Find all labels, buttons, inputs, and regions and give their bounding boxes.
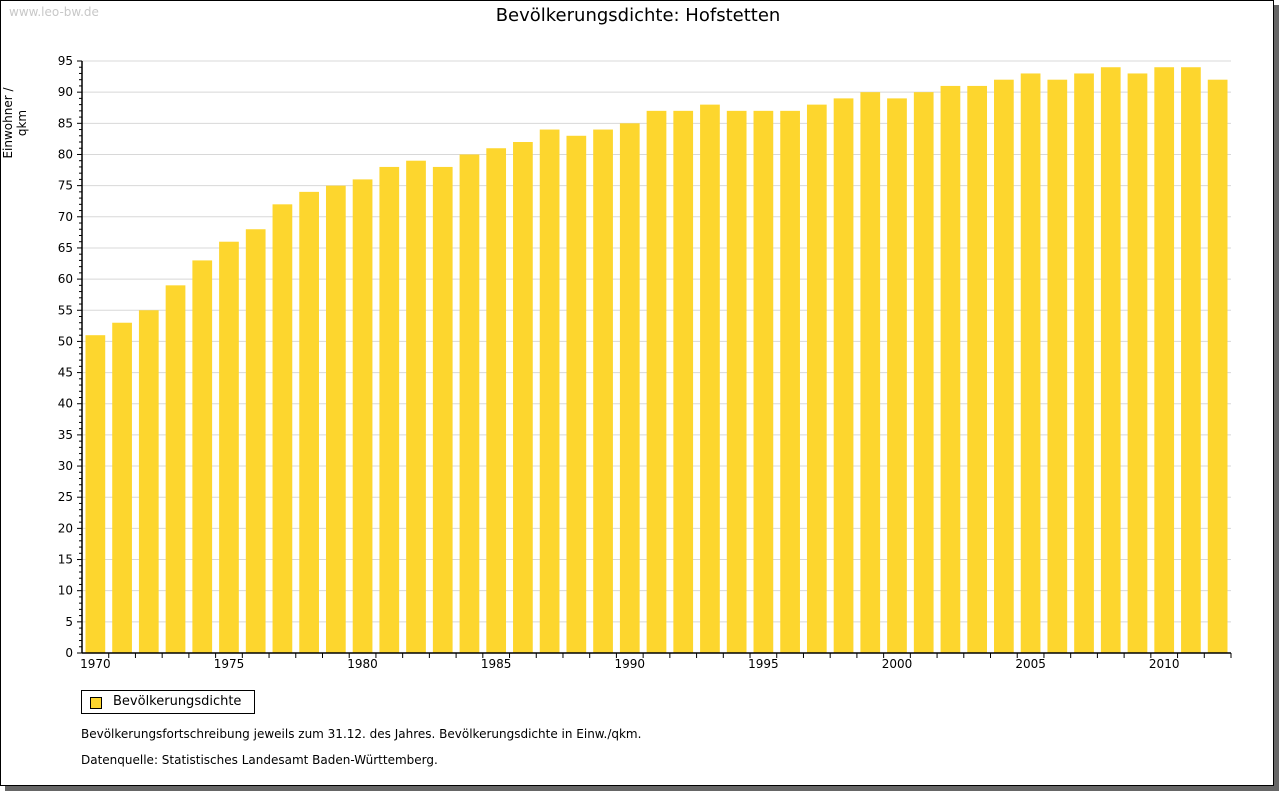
bar-1975: [219, 241, 239, 653]
x-tick-label: 1995: [748, 657, 779, 671]
bar-1977: [272, 204, 293, 654]
bar-1972: [138, 310, 159, 653]
bar-1991: [646, 110, 667, 653]
y-tick-label: 35: [58, 428, 73, 442]
bar-2008: [1100, 67, 1121, 654]
x-tick-label: 1975: [214, 657, 245, 671]
x-tick-label: 2000: [882, 657, 913, 671]
bar-2002: [940, 85, 961, 653]
bar-1985: [486, 148, 507, 653]
bar-1996: [780, 110, 800, 653]
bar-1973: [165, 285, 186, 653]
bar-1974: [192, 260, 213, 653]
bar-2004: [994, 79, 1014, 653]
bar-1989: [593, 129, 613, 653]
y-tick-label: 75: [58, 179, 73, 193]
y-tick-label: 5: [65, 615, 73, 629]
x-tick-label: 1970: [80, 657, 111, 671]
bar-1978: [299, 191, 319, 653]
bar-2001: [913, 92, 934, 653]
bar-1994: [726, 110, 747, 653]
bar-1998: [833, 98, 854, 654]
plot-area: 0 5 10 15 20 25 30 35 40 45 50 55 60 65 70 75 80 85 90 95 19…: [58, 54, 1232, 671]
bar-1976: [245, 229, 266, 653]
y-tick-label: 50: [58, 334, 73, 348]
y-tick-label: 30: [58, 459, 73, 473]
y-tick-label: 65: [58, 241, 73, 255]
y-tick-label: 20: [58, 521, 73, 535]
bar-2007: [1074, 73, 1094, 654]
x-tick-label: 2010: [1149, 657, 1180, 671]
bar-1987: [539, 129, 560, 653]
y-tick-label: 45: [58, 366, 73, 380]
y-tick-label: 70: [58, 210, 73, 224]
bar-2005: [1020, 73, 1041, 654]
legend-swatch: [90, 697, 102, 709]
y-tick-label: 80: [58, 147, 73, 161]
y-tick-label: 60: [58, 272, 73, 286]
bar-1983: [432, 166, 453, 654]
bar-2003: [967, 85, 988, 653]
bar-1995: [753, 110, 774, 653]
y-tick-label: 55: [58, 303, 73, 317]
y-tick-label: 40: [58, 397, 73, 411]
x-tick-label: 1980: [347, 657, 378, 671]
note-description: Bevölkerungsfortschreibung jeweils zum 3…: [81, 727, 642, 741]
bar-1970: [85, 335, 106, 653]
note-source: Datenquelle: Statistisches Landesamt Bad…: [81, 753, 438, 767]
bar-1988: [566, 135, 587, 654]
bar-1982: [406, 160, 426, 653]
y-tick-label: 85: [58, 116, 73, 130]
bar-1997: [806, 104, 827, 654]
bar-2011: [1181, 67, 1201, 654]
bar-2010: [1154, 67, 1175, 654]
legend-label: Bevölkerungsdichte: [113, 694, 242, 709]
bar-1979: [325, 185, 346, 653]
bar-1984: [459, 154, 480, 653]
y-tick-label: 90: [58, 85, 73, 99]
bar-1981: [379, 166, 400, 654]
y-tick-label: 0: [65, 646, 73, 660]
bar-1971: [112, 322, 132, 653]
bar-1992: [673, 110, 694, 653]
bar-2012: [1207, 79, 1228, 653]
bar-2009: [1127, 73, 1148, 654]
y-tick-label: 10: [58, 584, 73, 598]
bar-2000: [887, 98, 907, 654]
bar-2006: [1047, 79, 1068, 653]
bar-1986: [513, 142, 533, 653]
bar-1993: [700, 104, 720, 654]
y-tick-label: 95: [58, 54, 73, 68]
bar-1980: [352, 179, 373, 653]
x-tick-label: 2005: [1015, 657, 1046, 671]
bar-1999: [860, 92, 881, 653]
x-tick-label: 1985: [481, 657, 512, 671]
x-tick-label: 1990: [615, 657, 646, 671]
chart-title: Bevölkerungsdichte: Hofstetten: [495, 5, 781, 26]
bar-1990: [619, 123, 640, 653]
y-tick-label: 15: [58, 553, 73, 567]
legend: Bevölkerungsdichte: [81, 690, 255, 714]
watermark: www.leo-bw.de: [9, 5, 99, 19]
y-tick-label: 25: [58, 490, 73, 504]
